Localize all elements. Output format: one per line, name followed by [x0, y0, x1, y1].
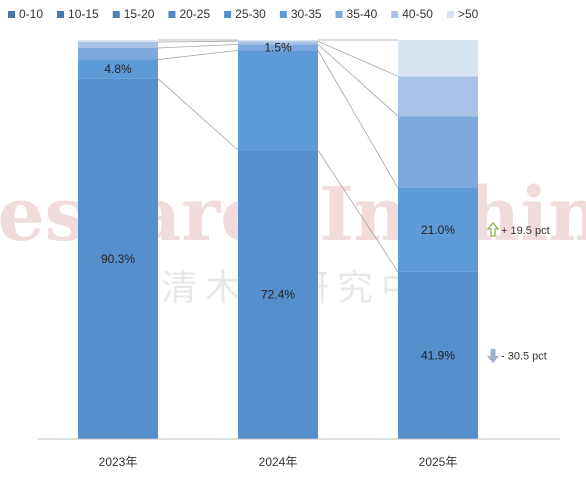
legend-label: 20-25 — [179, 7, 210, 21]
bar-segment-2023-40-50 — [78, 41, 158, 48]
bars — [78, 40, 478, 439]
connector-line — [317, 40, 399, 77]
connector-line — [157, 43, 239, 49]
data-labels: 90.3% 4.8% 72.4% 1.5% 41.9% 21.0% — [101, 40, 455, 362]
legend-swatch — [335, 11, 343, 18]
bar-segment-2023-30-35 — [78, 59, 158, 79]
legend-swatch — [279, 11, 287, 18]
annotation-text: + 19.5 pct — [501, 225, 550, 237]
legend-label: 40-50 — [402, 7, 433, 21]
legend-label: 10-15 — [68, 7, 99, 21]
legend-label: 25-30 — [235, 7, 266, 21]
x-axis-ticks: 2023年 2024年 2025年 — [99, 455, 458, 469]
bar-segment-2023-25-30 — [78, 78, 158, 439]
data-label: 4.8% — [104, 62, 132, 76]
legend-label: 30-35 — [291, 7, 322, 21]
legend-item-25-30: 25-30 — [224, 7, 266, 21]
legend-item-50: >50 — [446, 7, 479, 21]
x-tick-label: 2024年 — [259, 455, 298, 469]
legend-item-35-40: 35-40 — [335, 7, 378, 21]
legend-label: 35-40 — [347, 7, 378, 21]
up-arrow-annotation: + 19.5 pct — [486, 221, 550, 237]
data-label: 72.4% — [261, 288, 295, 302]
legend-swatch — [57, 11, 65, 18]
legend-swatch — [8, 11, 15, 18]
down-arrow-annotation: - 30.5 pct — [486, 348, 547, 364]
legend-label: 0-10 — [19, 7, 43, 21]
legend-item-10-15: 10-15 — [57, 7, 99, 21]
legend-label: 15-20 — [124, 7, 155, 21]
x-tick-label: 2025年 — [419, 455, 458, 469]
bar-segment-2025-40-50 — [398, 76, 478, 117]
data-label: 90.3% — [101, 252, 135, 266]
bar-segment-2024-35-40 — [238, 44, 318, 51]
annotation-text: - 30.5 pct — [501, 350, 547, 362]
connector-line — [157, 78, 239, 151]
bar-segment-2025-30-35 — [398, 188, 478, 272]
connector-line — [317, 44, 399, 117]
arrow-down-icon — [486, 348, 500, 364]
bar-segment-2025-50 — [398, 40, 478, 77]
connector-line — [157, 40, 239, 43]
connector-line — [157, 49, 239, 60]
legend-swatch — [446, 11, 454, 18]
x-tick-label: 2023年 — [99, 455, 138, 469]
legend-item-15-20: 15-20 — [112, 7, 155, 21]
data-label: 21.0% — [421, 223, 455, 237]
legend-swatch — [224, 11, 232, 18]
bar-segment-2024-40-50 — [238, 41, 318, 45]
bar-segment-2023-35-40 — [78, 47, 158, 60]
legend-swatch — [168, 11, 176, 18]
connector-line — [317, 50, 399, 189]
bar-segment-2024-30-35 — [238, 50, 318, 151]
bar-segment-2023-50 — [78, 40, 158, 42]
bar-segment-2025-25-30 — [398, 271, 478, 439]
bar-segment-2024-50 — [238, 40, 318, 42]
legend-item-30-35: 30-35 — [279, 7, 322, 21]
legend-label: >50 — [458, 7, 479, 21]
legend-item-20-25: 20-25 — [168, 7, 210, 21]
legend-item-0-10: 0-10 — [8, 7, 43, 21]
bar-segment-2025-35-40 — [398, 116, 478, 189]
data-label: 41.9% — [421, 348, 455, 362]
legend-swatch — [112, 11, 120, 18]
legend-item-40-50: 40-50 — [391, 7, 433, 21]
connector-line — [317, 149, 399, 273]
annotations: + 19.5 pct - 30.5 pct — [486, 221, 550, 364]
arrow-up-icon — [486, 221, 500, 237]
legend: 0-10 10-15 15-20 20-25 25-30 30-35 35-40 40-50 >… — [8, 7, 479, 21]
legend-swatch — [391, 11, 399, 18]
data-label: 1.5% — [264, 40, 292, 54]
bar-segment-2024-25-30 — [238, 150, 318, 439]
